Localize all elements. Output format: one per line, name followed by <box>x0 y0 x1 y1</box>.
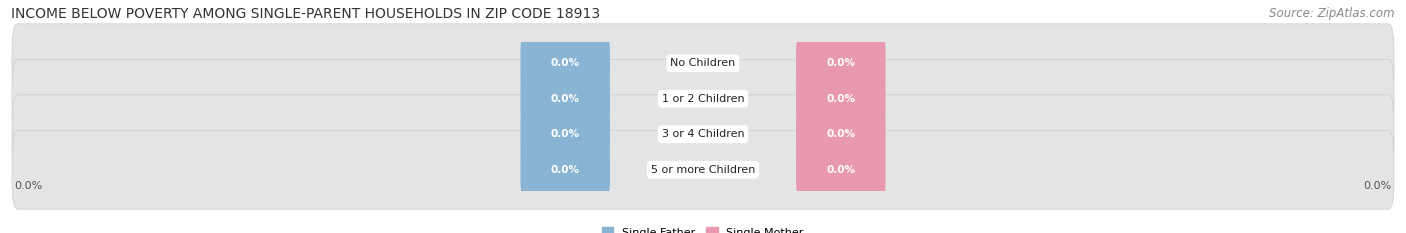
Text: 0.0%: 0.0% <box>551 94 579 104</box>
Text: 0.0%: 0.0% <box>827 58 855 68</box>
FancyBboxPatch shape <box>796 72 886 126</box>
Text: 1 or 2 Children: 1 or 2 Children <box>662 94 744 104</box>
Text: INCOME BELOW POVERTY AMONG SINGLE-PARENT HOUSEHOLDS IN ZIP CODE 18913: INCOME BELOW POVERTY AMONG SINGLE-PARENT… <box>11 7 600 21</box>
Text: 0.0%: 0.0% <box>1364 181 1392 191</box>
Text: Source: ZipAtlas.com: Source: ZipAtlas.com <box>1270 7 1395 20</box>
FancyBboxPatch shape <box>520 72 610 126</box>
Text: 0.0%: 0.0% <box>551 58 579 68</box>
FancyBboxPatch shape <box>796 36 886 90</box>
Text: 0.0%: 0.0% <box>827 129 855 139</box>
FancyBboxPatch shape <box>520 143 610 197</box>
FancyBboxPatch shape <box>13 24 1393 103</box>
Text: 0.0%: 0.0% <box>827 94 855 104</box>
FancyBboxPatch shape <box>13 95 1393 174</box>
FancyBboxPatch shape <box>13 59 1393 138</box>
Legend: Single Father, Single Mother: Single Father, Single Mother <box>598 223 808 233</box>
Text: 0.0%: 0.0% <box>551 129 579 139</box>
FancyBboxPatch shape <box>520 36 610 90</box>
Text: 0.0%: 0.0% <box>14 181 42 191</box>
Text: 3 or 4 Children: 3 or 4 Children <box>662 129 744 139</box>
Text: 0.0%: 0.0% <box>551 165 579 175</box>
Text: 5 or more Children: 5 or more Children <box>651 165 755 175</box>
Text: No Children: No Children <box>671 58 735 68</box>
Text: 0.0%: 0.0% <box>827 165 855 175</box>
FancyBboxPatch shape <box>796 143 886 197</box>
FancyBboxPatch shape <box>13 130 1393 209</box>
FancyBboxPatch shape <box>796 107 886 161</box>
FancyBboxPatch shape <box>520 107 610 161</box>
